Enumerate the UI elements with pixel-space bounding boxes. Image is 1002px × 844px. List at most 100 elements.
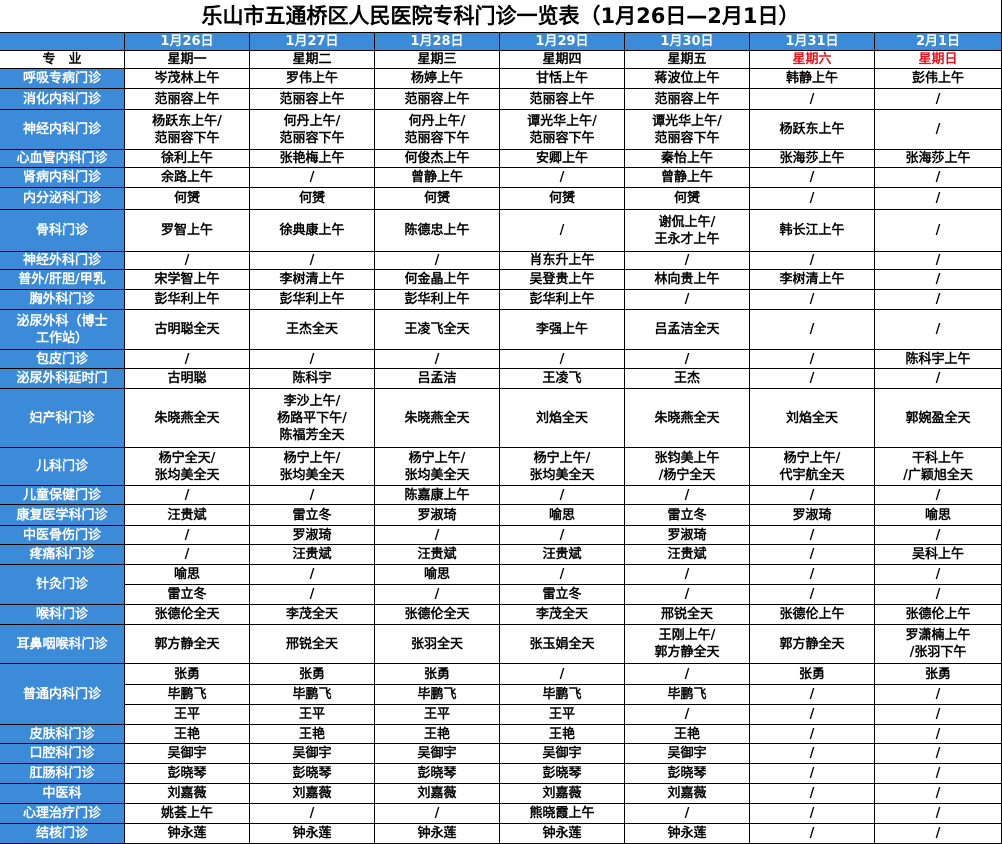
schedule-cell: /	[750, 565, 875, 585]
schedule-cell: 汪贵斌	[250, 545, 375, 565]
schedule-cell: /	[250, 252, 375, 270]
department: 胸外科门诊	[0, 290, 125, 310]
schedule-cell: 张德伦上午	[750, 605, 875, 625]
schedule-cell: /	[625, 486, 750, 505]
department: 呼吸专病门诊	[0, 69, 125, 89]
schedule-cell: /	[875, 526, 1002, 545]
schedule-cell: 吕孟洁	[375, 369, 500, 389]
schedule-cell: 姚荟上午	[125, 804, 250, 824]
schedule-cell: 刘焰全天	[500, 389, 625, 448]
schedule-cell: 徐典康上午	[250, 210, 375, 252]
schedule-cell: 干科上午 /广颖旭全天	[875, 448, 1002, 486]
schedule-cell: 杨跃东上午	[750, 110, 875, 150]
schedule-cell: 何赟	[125, 188, 250, 210]
schedule-cell: /	[750, 486, 875, 505]
schedule-cell: 王艳	[500, 725, 625, 744]
schedule-cell: 彭华利上午	[125, 290, 250, 310]
schedule-cell: /	[625, 705, 750, 725]
schedule-cell: 吴科上午	[875, 545, 1002, 565]
schedule-cell: 雷立冬	[625, 505, 750, 526]
schedule-cell: 罗伟上午	[250, 69, 375, 89]
schedule-cell: 杨宁上午/ 张均美全天	[375, 448, 500, 486]
schedule-cell: 吕孟洁全天	[625, 310, 750, 350]
schedule-cell: 张勇	[875, 664, 1002, 685]
schedule-cell: 罗淑琦	[375, 505, 500, 526]
schedule-cell: /	[500, 210, 625, 252]
department: 神经内科门诊	[0, 110, 125, 150]
schedule-cell: 李茂全天	[500, 605, 625, 625]
schedule-cell: 林向贵上午	[625, 270, 750, 290]
schedule-cell: 喻思	[500, 505, 625, 526]
schedule-cell: 罗淑琦	[250, 526, 375, 545]
schedule-cell: 罗淑琦	[625, 526, 750, 545]
department: 心血管内科门诊	[0, 150, 125, 168]
schedule-cell: /	[625, 664, 750, 685]
schedule-cell: /	[500, 664, 625, 685]
weekday-header: 星期日	[875, 51, 1002, 69]
schedule-cell: /	[750, 585, 875, 605]
schedule-cell: 朱晓燕全天	[625, 389, 750, 448]
schedule-cell: /	[750, 545, 875, 565]
department: 喉科门诊	[0, 605, 125, 625]
date-header: 1月26日	[125, 33, 250, 51]
department: 中医骨伤门诊	[0, 526, 125, 545]
schedule-cell: 彭晓琴	[250, 764, 375, 784]
department: 中医科	[0, 784, 125, 804]
department: 耳鼻咽喉科门诊	[0, 625, 125, 664]
schedule-cell: 王艳	[125, 725, 250, 744]
schedule-cell: 钟永莲	[625, 824, 750, 844]
weekday-header: 星期五	[625, 51, 750, 69]
department: 泌尿外科（博士 工作站）	[0, 310, 125, 350]
department: 肾病内科门诊	[0, 168, 125, 188]
schedule-cell: /	[875, 824, 1002, 844]
schedule-cell: 何赟	[250, 188, 375, 210]
schedule-cell: /	[875, 804, 1002, 824]
corner-blank	[0, 33, 125, 51]
schedule-cell: 毕鹏飞	[500, 685, 625, 705]
department: 神经外科门诊	[0, 252, 125, 270]
schedule-cell: 汪贵斌	[625, 545, 750, 565]
schedule-cell: /	[500, 168, 625, 188]
schedule-cell: /	[125, 252, 250, 270]
schedule-cell: 张德伦全天	[375, 605, 500, 625]
schedule-cell: 罗智上午	[125, 210, 250, 252]
schedule-cell: 刘嘉薇	[250, 784, 375, 804]
schedule-cell: /	[250, 804, 375, 824]
schedule-cell: 王杰	[625, 369, 750, 389]
weekday-header: 星期六	[750, 51, 875, 69]
schedule-cell: /	[875, 705, 1002, 725]
schedule-cell: 钟永莲	[500, 824, 625, 844]
schedule-cell: 王平	[375, 705, 500, 725]
schedule-cell: 彭华利上午	[375, 290, 500, 310]
schedule-cell: /	[500, 526, 625, 545]
schedule-cell: 熊晓霞上午	[500, 804, 625, 824]
schedule-cell: /	[875, 168, 1002, 188]
schedule-cell: 毕鹏飞	[625, 685, 750, 705]
schedule-cell: 曾静上午	[625, 168, 750, 188]
schedule-cell: /	[750, 804, 875, 824]
weekday-header: 星期二	[250, 51, 375, 69]
schedule-cell: 何丹上午/ 范丽容下午	[375, 110, 500, 150]
schedule-cell: 张德伦全天	[125, 605, 250, 625]
schedule-cell: 陈德忠上午	[375, 210, 500, 252]
schedule-cell: /	[375, 585, 500, 605]
department: 结核门诊	[0, 824, 125, 844]
schedule-cell: 吴御宇	[375, 744, 500, 764]
schedule-cell: 汪贵斌	[375, 545, 500, 565]
schedule-cell: /	[625, 290, 750, 310]
schedule-cell: /	[750, 350, 875, 369]
schedule-cell: 李树清上午	[250, 270, 375, 290]
schedule-cell: 范丽容上午	[125, 89, 250, 110]
schedule-cell: 刘嘉薇	[500, 784, 625, 804]
department: 普通内科门诊	[0, 664, 125, 725]
schedule-cell: 刘嘉薇	[625, 784, 750, 804]
schedule-cell: 张德伦上午	[875, 605, 1002, 625]
schedule-cell: 谢侃上午/ 王永才上午	[625, 210, 750, 252]
schedule-cell: /	[750, 744, 875, 764]
schedule-cell: /	[875, 486, 1002, 505]
schedule-cell: /	[125, 545, 250, 565]
schedule-cell: 何赟	[375, 188, 500, 210]
schedule-cell: 喻思	[125, 565, 250, 585]
schedule-cell: /	[875, 565, 1002, 585]
